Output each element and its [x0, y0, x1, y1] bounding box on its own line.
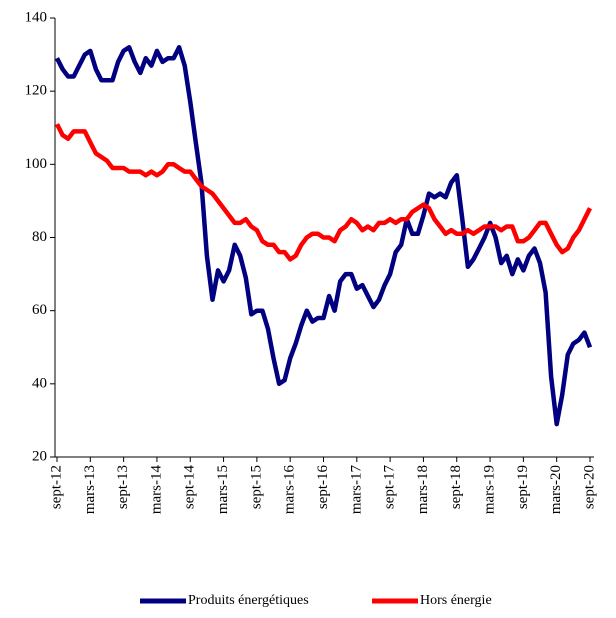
y-tick-label: 20 — [32, 448, 47, 464]
x-tick-label: mars-18 — [415, 465, 431, 514]
x-tick-label: mars-19 — [482, 465, 498, 514]
x-tick-label: sept-19 — [515, 465, 531, 509]
x-tick-label: sept-16 — [315, 465, 331, 510]
x-tick-label: mars-16 — [282, 465, 298, 515]
y-tick-label: 120 — [25, 83, 48, 99]
y-tick-label: 80 — [32, 229, 47, 245]
x-tick-label: sept-14 — [182, 465, 198, 510]
x-tick-label: mars-13 — [82, 465, 98, 514]
legend-label: Produits énergétiques — [188, 593, 309, 608]
x-tick-label: sept-12 — [48, 465, 64, 509]
x-tick-label: mars-15 — [215, 465, 231, 514]
x-tick-label: mars-17 — [348, 465, 364, 515]
x-tick-label: sept-13 — [115, 465, 131, 509]
x-tick-label: sept-15 — [248, 465, 264, 509]
x-tick-label: sept-17 — [382, 465, 398, 510]
y-tick-label: 60 — [32, 302, 47, 318]
y-tick-label: 100 — [25, 156, 48, 172]
x-tick-label: sept-20 — [581, 465, 597, 509]
line-series — [54, 123, 593, 262]
y-tick-label: 40 — [32, 375, 47, 391]
y-tick-label: 140 — [25, 9, 48, 25]
line-series — [54, 45, 593, 427]
x-tick-label: mars-20 — [548, 465, 564, 514]
x-tick-label: mars-14 — [148, 465, 164, 515]
legend-label: Hors énergie — [420, 593, 492, 608]
x-tick-label: sept-18 — [448, 465, 464, 509]
